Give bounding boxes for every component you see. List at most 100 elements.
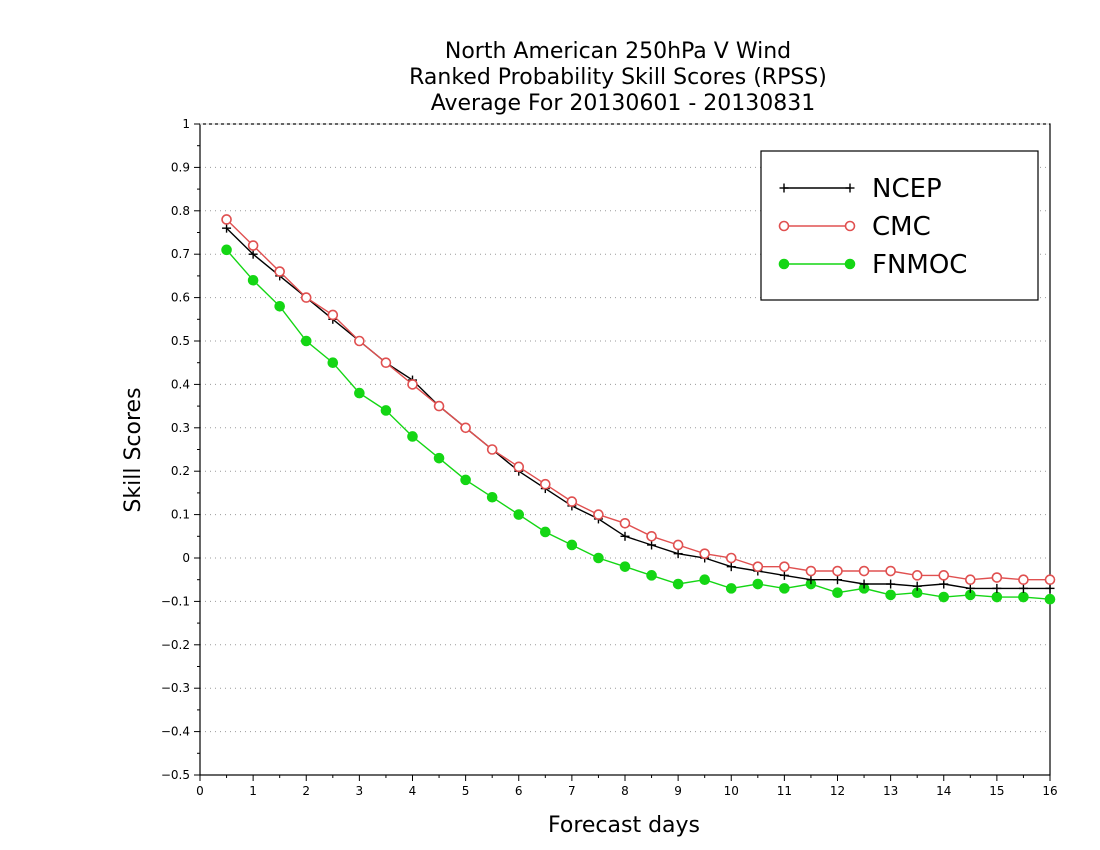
legend: NCEP CMC FNMOC (760, 150, 1039, 301)
legend-label-ncep: NCEP (872, 174, 942, 204)
legend-marker-cmc (778, 220, 790, 232)
y-tick-label: −0.1 (161, 594, 190, 608)
point-fnmoc (380, 405, 392, 416)
x-tick-label: 13 (883, 784, 898, 798)
x-tick-label: 15 (989, 784, 1004, 798)
point-cmc (885, 565, 896, 577)
chart-title: North American 250hPa V Wind Ranked Prob… (409, 39, 827, 116)
legend-label-fnmoc: FNMOC (872, 250, 967, 280)
y-tick-label: 0.2 (171, 464, 190, 478)
point-cmc (938, 570, 950, 581)
point-cmc (540, 478, 551, 490)
point-fnmoc (354, 387, 365, 399)
point-fnmoc (540, 526, 551, 538)
y-tick-label: −0.2 (161, 638, 190, 652)
point-ncep (1018, 583, 1028, 593)
x-tick-label: 0 (196, 784, 204, 798)
point-cmc (380, 357, 392, 369)
point-fnmoc (991, 591, 1003, 603)
point-ncep (992, 583, 1002, 593)
legend-marker-fnmoc (778, 258, 790, 270)
point-fnmoc (593, 552, 604, 564)
point-fnmoc (460, 474, 471, 486)
point-fnmoc (327, 357, 339, 369)
point-fnmoc (247, 274, 259, 286)
point-fnmoc (779, 583, 790, 594)
point-fnmoc (725, 583, 737, 594)
y-axis-ticks: −0.5 −0.4 −0.3 −0.2 −0.1 0 0.1 0.2 0.3 0.4 0.5 0.6 0… (161, 117, 200, 782)
point-fnmoc (221, 244, 232, 256)
point-ncep (939, 579, 949, 589)
y-tick-label: −0.4 (161, 725, 190, 739)
point-cmc (1018, 574, 1029, 586)
point-cmc (513, 461, 525, 473)
point-cmc (274, 266, 285, 277)
point-cmc (247, 240, 259, 251)
point-cmc (433, 400, 445, 412)
y-tick-label: 0.1 (171, 508, 190, 522)
point-cmc (619, 517, 631, 529)
point-cmc (991, 572, 1003, 583)
point-cmc (911, 570, 923, 581)
point-fnmoc (672, 578, 684, 590)
x-axis-ticks: 0 1 2 3 4 5 6 7 8 9 10 11 12 13 14 15 16 (196, 775, 1058, 798)
point-ncep (806, 575, 816, 585)
point-cmc (460, 422, 471, 434)
point-fnmoc (566, 539, 578, 551)
point-cmc (858, 565, 870, 577)
data-series (221, 214, 1056, 605)
x-tick-label: 4 (409, 784, 417, 798)
y-tick-label: 0.4 (171, 377, 190, 391)
point-fnmoc (752, 578, 764, 590)
point-ncep (912, 581, 922, 591)
point-fnmoc (699, 574, 710, 586)
y-tick-label: 0.9 (171, 160, 190, 174)
point-fnmoc (513, 509, 525, 520)
point-cmc (593, 509, 604, 520)
y-tick-label: 0.8 (171, 204, 190, 218)
x-tick-label: 6 (515, 784, 523, 798)
x-tick-label: 7 (568, 784, 576, 798)
point-cmc (221, 214, 232, 225)
chart-title-line-2: Ranked Probability Skill Scores (RPSS) (409, 65, 827, 90)
point-fnmoc (619, 561, 631, 572)
x-tick-label: 3 (356, 784, 364, 798)
x-tick-label: 16 (1042, 784, 1057, 798)
y-tick-label: 0.3 (171, 421, 190, 435)
y-axis-title: Skill Scores (121, 387, 146, 512)
point-ncep (726, 562, 736, 572)
point-fnmoc (274, 300, 285, 312)
x-tick-label: 14 (936, 784, 951, 798)
chart-title-line-3: Average For 20130601 - 20130831 (431, 91, 816, 116)
legend-label-cmc: CMC (872, 212, 931, 242)
point-cmc (779, 561, 790, 572)
point-ncep (833, 575, 842, 585)
series-line-fnmoc (226, 249, 1051, 600)
point-ncep (886, 579, 896, 589)
legend-item-ncep: NCEP (779, 174, 942, 204)
legend-marker-ncep (845, 183, 855, 193)
y-tick-label: −0.3 (161, 681, 190, 695)
x-tick-label: 2 (302, 784, 310, 798)
x-tick-label: 5 (462, 784, 470, 798)
y-tick-label: 0.6 (171, 291, 190, 305)
y-tick-label: 0.5 (171, 334, 190, 348)
point-cmc (832, 565, 843, 577)
point-fnmoc (433, 452, 445, 464)
point-ncep (779, 570, 789, 580)
point-fnmoc (1018, 591, 1029, 603)
point-cmc (725, 552, 737, 564)
legend-item-cmc: CMC (778, 212, 931, 242)
x-tick-label: 8 (621, 784, 629, 798)
point-fnmoc (885, 589, 896, 601)
chart-title-line-1: North American 250hPa V Wind (445, 39, 791, 64)
point-ncep (965, 583, 975, 593)
point-ncep (248, 249, 258, 259)
x-tick-label: 1 (249, 784, 257, 798)
point-cmc (752, 561, 764, 572)
point-cmc (672, 539, 684, 551)
point-cmc (1044, 574, 1056, 586)
series-cmc (221, 214, 1056, 586)
point-fnmoc (407, 431, 418, 442)
legend-marker-fnmoc (844, 258, 856, 270)
